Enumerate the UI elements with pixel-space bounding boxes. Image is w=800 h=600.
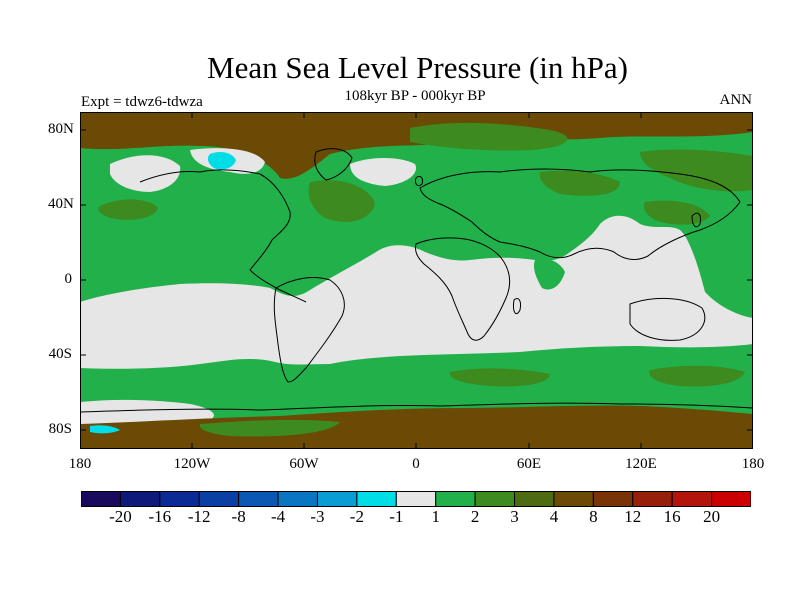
colorbar-swatch	[395, 491, 437, 507]
colorbar-swatch	[632, 491, 673, 507]
north-pacific-grey	[110, 155, 181, 192]
colorbar-swatch	[119, 491, 161, 507]
map-ticks	[80, 112, 753, 449]
colorbar-swatch	[514, 491, 555, 507]
colorbar-swatch	[81, 491, 121, 507]
colorbar-swatch	[198, 491, 240, 507]
lat-label-40s: 40S	[48, 346, 72, 362]
colorbar-label: 1	[431, 507, 440, 526]
colorbar-label: -4	[270, 507, 286, 526]
lat-label-80n: 80N	[48, 121, 74, 137]
lon-label-180e: 180	[741, 456, 765, 472]
colorbar-label: -20	[109, 507, 132, 526]
hudson-cyan	[207, 152, 236, 170]
colorbar-swatch	[435, 491, 476, 507]
lon-label-120w: 120W	[173, 456, 211, 472]
colorbar-label: -1	[389, 507, 404, 526]
colorbar-label: -16	[148, 507, 172, 526]
eurasia-coast	[419, 168, 741, 260]
arctic-dark-green	[410, 122, 568, 151]
colorbar-label: 16	[663, 507, 681, 526]
tibet-dark-green	[643, 200, 710, 225]
southern-dark-green-2	[649, 365, 745, 387]
british-isles-coast	[415, 175, 423, 187]
colorbar	[81, 491, 751, 507]
antarctic-grey	[80, 399, 214, 424]
madagascar-coast	[513, 297, 521, 315]
colorbar-label: -3	[310, 507, 325, 526]
atlantic-dark-green	[308, 180, 375, 222]
colorbar-label: 2	[470, 507, 480, 526]
colorbar-label: 4	[549, 507, 559, 526]
antarctic-brown	[80, 405, 753, 449]
greenland-coast	[314, 148, 353, 181]
lon-label-120e: 120E	[625, 456, 657, 472]
lon-label-60e: 60E	[516, 456, 542, 472]
experiment-label: Expt = tdwz6-tdwza	[81, 94, 203, 110]
australia-grey-interior	[628, 297, 706, 340]
colorbar-swatch	[474, 491, 516, 507]
colorbar-swatch	[356, 491, 397, 507]
map-title: Mean Sea Level Pressure (in hPa)	[207, 50, 628, 85]
arctic-brown-region	[80, 112, 753, 179]
north-atlantic-grey	[350, 158, 417, 186]
lat-label-80s: 80S	[48, 421, 72, 437]
colorbar-label: 20	[703, 507, 721, 526]
australia-coast	[629, 297, 706, 341]
antarctica-coast	[80, 402, 753, 413]
colorbar-swatch	[553, 491, 594, 507]
season-label: ANN	[719, 92, 753, 108]
north-america-coast	[139, 169, 307, 303]
pacific-dark-green	[98, 199, 158, 220]
antarctic-cyan-patch	[90, 425, 120, 434]
southern-dark-green-1	[449, 368, 550, 387]
colorbar-swatch	[316, 491, 358, 507]
colorbar-label: 12	[624, 507, 642, 526]
lat-label-0: 0	[64, 271, 73, 287]
colorbar-label: -8	[231, 507, 246, 526]
japan-coast	[691, 212, 701, 228]
colorbar-label: -2	[349, 507, 364, 526]
colorbar-swatch	[277, 491, 318, 507]
lon-label-180w: 180	[68, 456, 92, 472]
south-america-coast	[273, 277, 345, 383]
africa-coast	[415, 237, 511, 341]
india-green	[533, 258, 565, 290]
pressure-map	[80, 112, 753, 449]
map-subtitle: 108kyr BP - 000kyr BP	[344, 88, 486, 104]
lon-label-0: 0	[412, 456, 420, 472]
lon-label-60w: 60W	[289, 456, 319, 472]
coastlines	[80, 148, 753, 413]
colorbar-swatch	[671, 491, 713, 507]
antarctic-dark-green	[199, 419, 340, 437]
southern-grey-region	[80, 215, 753, 369]
siberia-dark-green	[640, 149, 753, 192]
colorbar-label: 3	[510, 507, 519, 526]
colorbar-label: -12	[187, 507, 211, 526]
colorbar-label: 8	[589, 507, 598, 526]
colorbar-swatch	[159, 491, 200, 507]
asia-dark-green	[539, 170, 620, 196]
colorbar-swatch	[238, 491, 279, 507]
colorbar-swatch	[592, 491, 634, 507]
colorbar-swatch	[711, 491, 751, 507]
lat-label-40n: 40N	[48, 196, 74, 212]
